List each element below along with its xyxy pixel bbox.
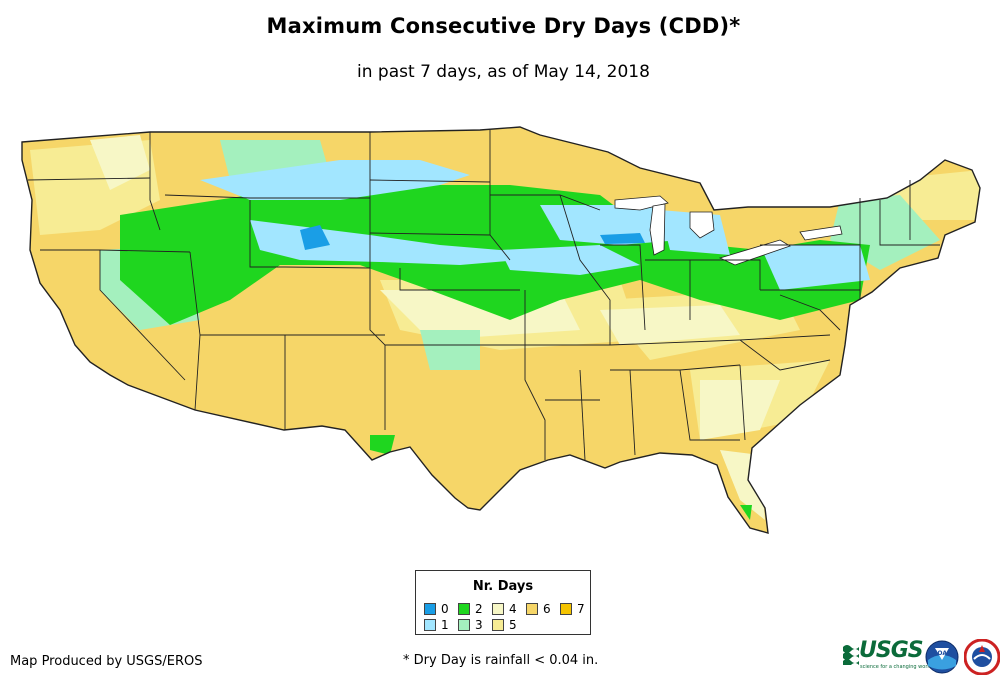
legend-item-2: 2: [458, 603, 483, 615]
region-2-days-tx: [370, 435, 395, 455]
region-1-day-wi: [540, 205, 680, 245]
usgs-logo: USGS science for a changing world: [843, 638, 932, 674]
mo-ar-la: [524, 290, 546, 460]
great-lakes: [614, 195, 843, 266]
credit-text: Map Produced by USGS/EROS: [10, 654, 203, 669]
legend-swatch: [492, 603, 504, 615]
nd-sd-ne-ks-ok-tx: [369, 132, 386, 430]
region-0-days-a: [300, 225, 330, 250]
usgs-wave-icon: [843, 645, 859, 665]
legend-swatch: [458, 619, 470, 631]
nws-logo-icon: [964, 639, 1000, 675]
legend-item-0: 0: [424, 603, 449, 615]
ca-nv: [99, 250, 186, 381]
legend-label: 2: [475, 602, 483, 616]
ut-co-wy: [249, 200, 371, 269]
wa-or-line: [27, 177, 151, 181]
il-in: [600, 244, 646, 331]
region-1-day-north: [200, 160, 470, 200]
ga-sc: [739, 364, 746, 441]
region-4-days-ky: [600, 305, 740, 345]
svg-text:NOAA: NOAA: [932, 650, 952, 657]
region-4-days-ga: [700, 380, 780, 440]
state-boundaries: [27, 130, 940, 461]
noaa-logo-icon: NOAA: [925, 640, 959, 674]
nd-sd: [369, 179, 491, 183]
legend-label: 6: [543, 602, 551, 616]
mt-wy: [164, 194, 370, 199]
region-1-day-pa: [760, 245, 870, 290]
legend-swatch: [492, 619, 504, 631]
usgs-tagline: science for a changing world: [860, 664, 932, 670]
legend-item-5: 5: [492, 619, 517, 631]
legend-swatch: [424, 603, 436, 615]
region-0-days-b: [600, 233, 645, 244]
region-1-day-ia: [500, 245, 640, 275]
legend-item-3: 3: [458, 619, 483, 631]
legend-swatch: [458, 603, 470, 615]
legend-swatch: [560, 603, 572, 615]
legend: Nr. Days 0 1 2 3 4 5 6 7: [415, 570, 591, 635]
nc-sc: [739, 339, 831, 371]
map-title: Maximum Consecutive Dry Days (CDD)*: [266, 14, 741, 38]
footnote-text: * Dry Day is rainfall < 0.04 in.: [403, 653, 599, 668]
ia-il-mo: [559, 194, 611, 345]
va-md: [779, 294, 841, 331]
nh-ma: [879, 200, 940, 246]
legend-item-1: 1: [424, 619, 449, 631]
id-west: [149, 132, 161, 231]
legend-label: 0: [441, 602, 449, 616]
legend-item-7: 7: [560, 603, 585, 615]
legend-label: 4: [509, 602, 517, 616]
legend-label: 7: [577, 602, 585, 616]
usgs-wordmark: USGS: [859, 638, 924, 663]
legend-swatch: [424, 619, 436, 631]
cdd-regions: [22, 127, 980, 533]
map-subtitle: in past 7 days, as of May 14, 2018: [357, 62, 650, 82]
region-3-days-ok: [420, 330, 480, 370]
ms-west: [579, 369, 586, 461]
legend-title: Nr. Days: [472, 579, 534, 594]
legend-item-4: 4: [492, 603, 517, 615]
legend-label: 1: [441, 618, 449, 632]
region-4-days-wa: [90, 135, 150, 190]
legend-item-6: 6: [526, 603, 551, 615]
ne-ks: [399, 268, 520, 291]
legend-label: 3: [475, 618, 483, 632]
ms-al: [629, 369, 636, 456]
region-2-days-fl: [740, 505, 752, 520]
legend-swatch: [526, 603, 538, 615]
legend-label: 5: [509, 618, 517, 632]
us-outline: [21, 126, 981, 534]
oh-pa: [690, 259, 761, 290]
al-ga: [679, 369, 740, 441]
